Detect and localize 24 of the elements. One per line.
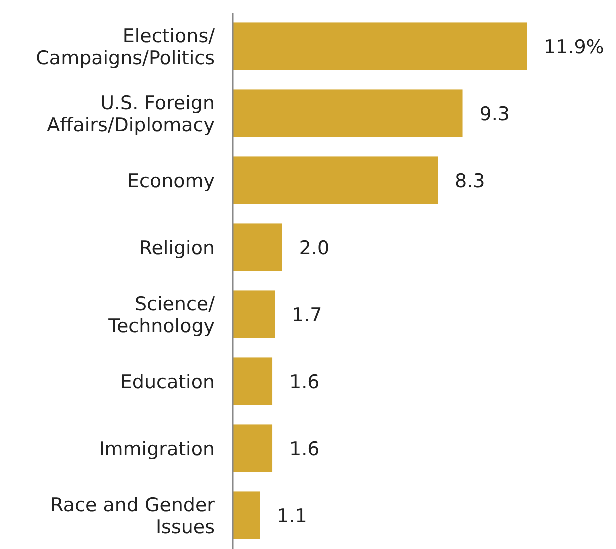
bar [233, 424, 273, 472]
data-label: 11.9% [544, 36, 604, 58]
y-tick-label: Religion [139, 238, 215, 260]
y-tick-label: Science/ Technology [108, 294, 216, 338]
bar [233, 90, 463, 138]
bar [233, 224, 282, 272]
y-tick-label: U.S. Foreign Affairs/Diplomacy [47, 92, 215, 136]
bar [233, 358, 273, 406]
bar [233, 156, 438, 204]
y-tick-label: Economy [128, 170, 215, 192]
data-label: 2.0 [299, 238, 330, 260]
y-tick-label: Immigration [99, 438, 215, 460]
data-label: 1.1 [277, 506, 308, 528]
data-label: 1.6 [290, 372, 320, 394]
bar [233, 22, 527, 70]
bar [233, 492, 260, 540]
bar [233, 290, 275, 338]
y-tick-label: Race and Gender Issues [50, 494, 216, 538]
y-tick-label: Education [120, 372, 215, 394]
data-label: 9.3 [480, 104, 510, 126]
data-label: 8.3 [455, 170, 486, 192]
y-tick-label: Elections/ Campaigns/Politics [36, 26, 216, 70]
data-label: 1.7 [292, 304, 322, 326]
data-label: 1.6 [290, 438, 320, 460]
